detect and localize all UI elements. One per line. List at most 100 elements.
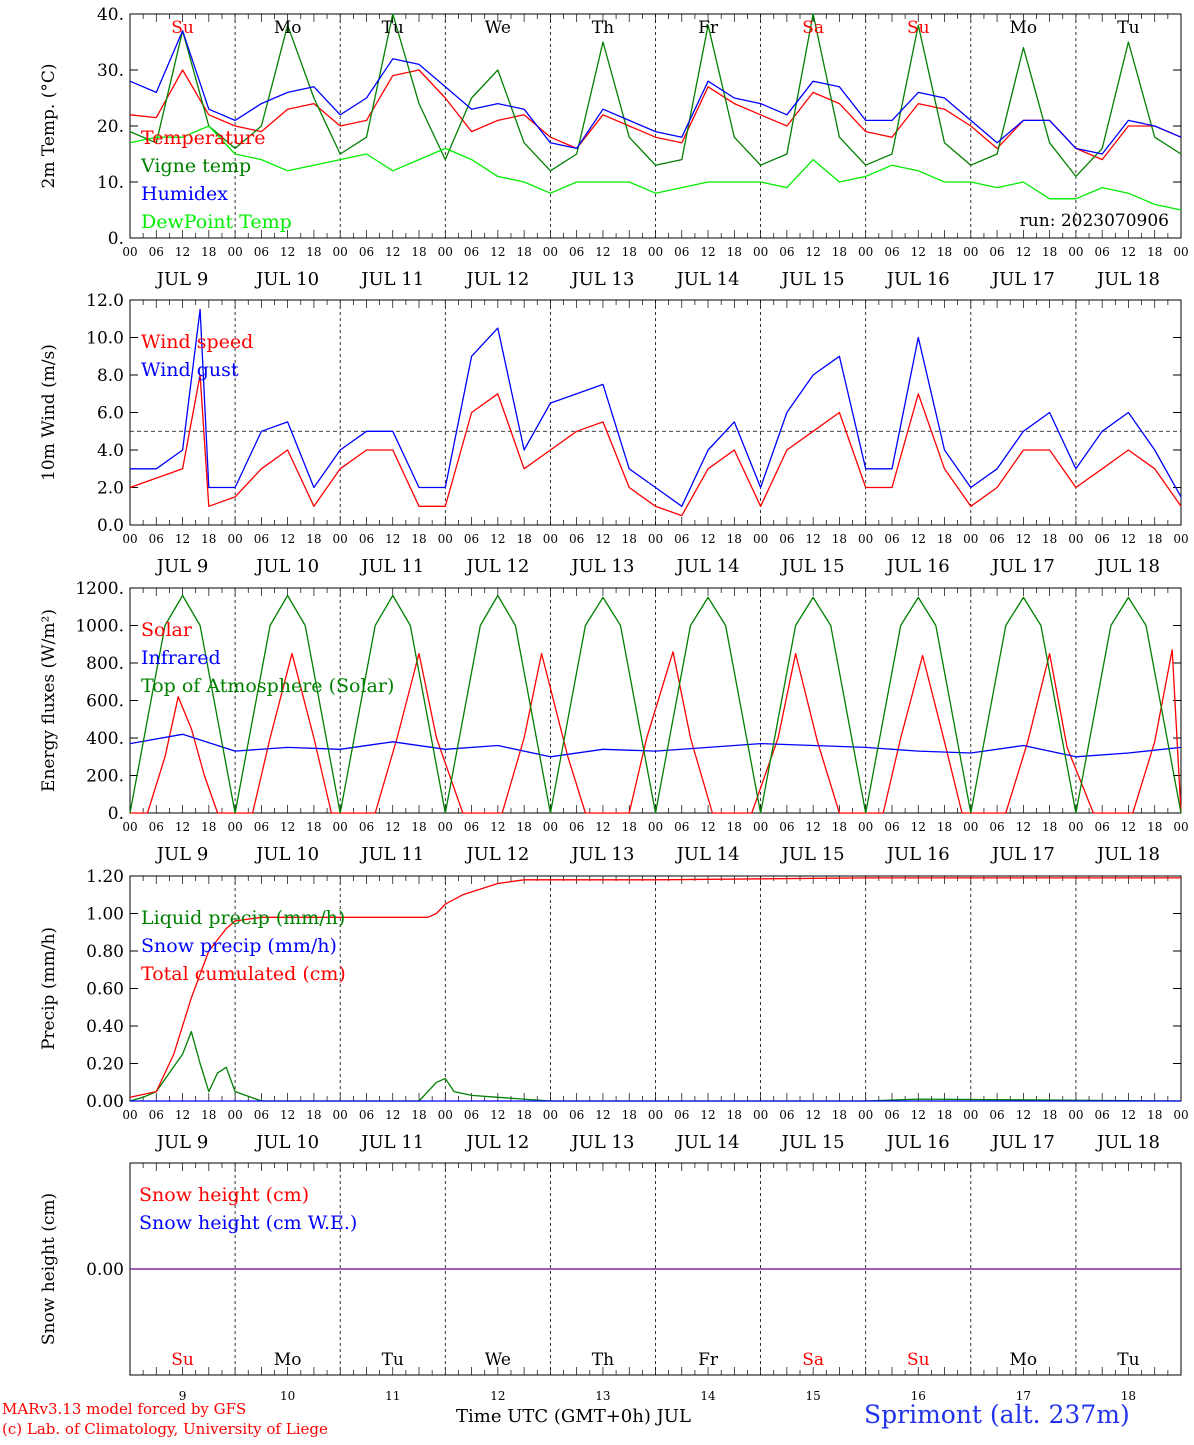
hour-tick-label: 00 [227, 245, 242, 259]
day-number-label: 18 [1121, 1389, 1136, 1403]
date-label: JUL 18 [1095, 1132, 1160, 1153]
hour-tick-label: 12 [490, 245, 505, 259]
hour-tick-label: 00 [648, 1108, 663, 1122]
weekday-label: Mo [1010, 1350, 1038, 1370]
hour-tick-label: 06 [884, 1108, 899, 1122]
hour-tick-label: 18 [832, 1108, 847, 1122]
hour-tick-label: 12 [1121, 820, 1136, 834]
weekday-label: Su [907, 1350, 930, 1370]
hour-tick-label: 00 [438, 532, 453, 546]
hour-tick-label: 00 [753, 532, 768, 546]
hour-tick-label: 18 [622, 532, 637, 546]
weekday-label: Fr [698, 18, 719, 38]
hour-tick-label: 18 [1147, 820, 1162, 834]
hour-tick-label: 18 [306, 1108, 321, 1122]
y-tick-label: 4.0 [97, 441, 124, 461]
hour-tick-label: 12 [175, 820, 190, 834]
hour-tick-label: 18 [727, 532, 742, 546]
day-number-label: 15 [806, 1389, 821, 1403]
weekday-label: Su [171, 1350, 194, 1370]
hour-tick-label: 06 [464, 1108, 479, 1122]
weekday-label: Tu [382, 18, 404, 38]
hour-tick-label: 00 [543, 245, 558, 259]
hour-tick-label: 06 [464, 820, 479, 834]
y-tick-label: 400. [86, 729, 124, 749]
hour-tick-label: 18 [201, 1108, 216, 1122]
y-tick-label: 0.80 [86, 942, 124, 962]
hour-tick-label: 00 [227, 820, 242, 834]
weekday-label: Tu [1117, 18, 1139, 38]
hour-tick-label: 06 [464, 532, 479, 546]
y-tick-label: 800. [86, 654, 124, 674]
hour-tick-label: 06 [149, 532, 164, 546]
y-tick-label: 10. [97, 173, 124, 193]
hour-tick-label: 00 [963, 820, 978, 834]
hour-tick-label: 00 [753, 1108, 768, 1122]
legend-entry: Snow height (cm) [139, 1184, 309, 1206]
hour-tick-label: 18 [411, 1108, 426, 1122]
hour-tick-label: 06 [674, 820, 689, 834]
y-tick-label: 2.0 [97, 479, 124, 499]
hour-tick-label: 00 [438, 245, 453, 259]
y-axis-label: 2m Temp. (°C) [39, 63, 59, 188]
hour-tick-label: 12 [911, 245, 926, 259]
hour-tick-label: 00 [122, 1108, 137, 1122]
hour-tick-label: 06 [674, 532, 689, 546]
y-tick-label: 40. [97, 5, 124, 25]
hour-tick-label: 12 [700, 1108, 715, 1122]
date-label: JUL 18 [1095, 269, 1160, 290]
panel-temperature: 0. 10. 20. 30. 40. 2m Temp. (°C) Temperature Vi… [39, 5, 1189, 290]
hour-tick-label: 06 [989, 245, 1004, 259]
hour-tick-label: 18 [937, 245, 952, 259]
hour-tick-label: 18 [622, 1108, 637, 1122]
series-line-total-cumulated-cm- [129, 877, 1181, 1098]
y-axis-label: 10m Wind (m/s) [39, 344, 59, 481]
hour-tick-label: 12 [1016, 820, 1031, 834]
series-line-top-of-atmosphere-solar- [129, 594, 1182, 814]
date-label: JUL 9 [155, 1132, 209, 1153]
weekday-label: Th [592, 1350, 614, 1370]
series-line-liquid-precip-mm-h- [129, 1030, 1182, 1102]
y-tick-label: 0.20 [86, 1055, 124, 1075]
hour-tick-label: 00 [648, 245, 663, 259]
date-label: JUL 11 [359, 844, 424, 865]
hour-tick-label: 06 [884, 245, 899, 259]
hour-tick-label: 12 [806, 532, 821, 546]
legend-entry: Solar [141, 619, 193, 641]
date-label: JUL 11 [359, 269, 424, 290]
hour-tick-label: 06 [254, 532, 269, 546]
hour-tick-label: 06 [569, 820, 584, 834]
hour-tick-label: 12 [911, 1108, 926, 1122]
date-label: JUL 15 [780, 556, 845, 577]
hour-tick-label: 06 [779, 1108, 794, 1122]
hour-tick-label: 18 [516, 1108, 531, 1122]
hour-tick-label: 18 [727, 820, 742, 834]
hour-tick-label: 12 [385, 532, 400, 546]
hour-tick-label: 06 [569, 1108, 584, 1122]
hour-tick-label: 18 [201, 532, 216, 546]
weekday-label: Mo [274, 1350, 302, 1370]
date-label: JUL 13 [569, 556, 634, 577]
hour-tick-label: 18 [201, 245, 216, 259]
hour-tick-label: 18 [306, 245, 321, 259]
hour-tick-label: 00 [858, 532, 873, 546]
legend-entry: Vigne temp [140, 155, 251, 177]
date-label: JUL 14 [675, 1132, 740, 1153]
hour-tick-label: 06 [254, 820, 269, 834]
hour-tick-label: 12 [490, 532, 505, 546]
hour-tick-label: 00 [1173, 820, 1188, 834]
hour-tick-label: 18 [832, 532, 847, 546]
hour-tick-label: 00 [333, 532, 348, 546]
date-label: JUL 17 [990, 269, 1055, 290]
hour-tick-label: 06 [254, 245, 269, 259]
hour-tick-label: 06 [149, 820, 164, 834]
y-tick-label: 0. [108, 804, 124, 824]
date-label: JUL 9 [155, 269, 209, 290]
hour-tick-label: 12 [595, 820, 610, 834]
hour-tick-label: 00 [648, 532, 663, 546]
hour-tick-label: 00 [122, 245, 137, 259]
day-number-label: 17 [1016, 1389, 1031, 1403]
date-label: JUL 18 [1095, 844, 1160, 865]
hour-tick-label: 00 [438, 820, 453, 834]
